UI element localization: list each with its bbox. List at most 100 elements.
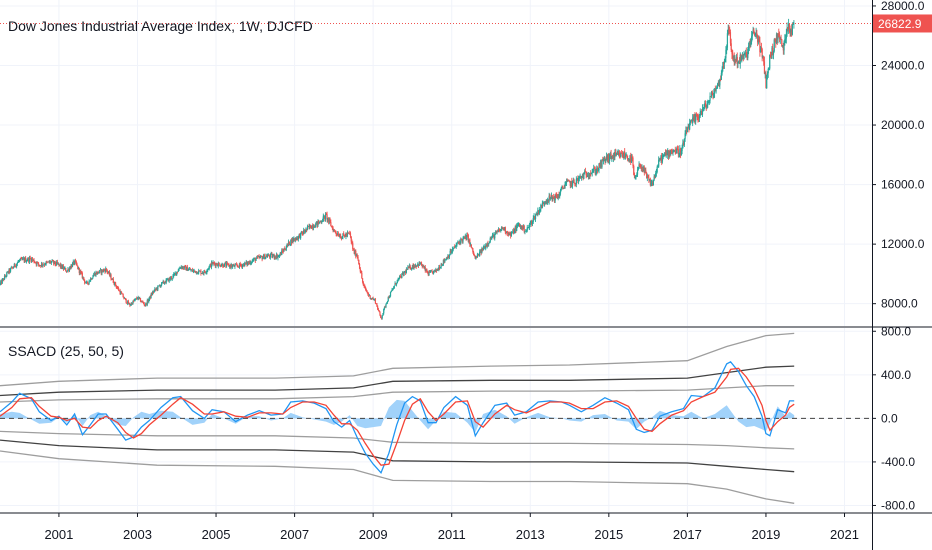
candle-body (318, 221, 321, 224)
candle-body (432, 271, 434, 274)
candle-body (216, 263, 218, 266)
candle-body (738, 60, 740, 63)
candle-body (491, 234, 494, 238)
candle-body (298, 234, 300, 236)
candle-body (502, 227, 504, 230)
candle-body (519, 223, 521, 227)
candle-body (677, 149, 679, 155)
candle-body (474, 255, 476, 259)
candle-body (7, 271, 9, 273)
candle-body (576, 178, 578, 180)
candle-body (290, 239, 293, 244)
candle-body (223, 263, 225, 267)
candle-body (448, 254, 451, 258)
candle-body (297, 235, 299, 240)
candle-body (608, 154, 610, 162)
candle-body (496, 231, 498, 233)
candle-body (732, 55, 735, 58)
candle-body (467, 235, 469, 242)
candle-body (393, 285, 395, 289)
candle-body (646, 176, 648, 178)
candle-body (563, 187, 565, 189)
candle-body (397, 279, 399, 280)
candle-body (108, 271, 111, 276)
candle-body (655, 172, 658, 174)
candle-body (735, 57, 738, 62)
candle-body (344, 235, 346, 237)
candle-body (784, 38, 787, 40)
candle-body (310, 227, 312, 229)
candle-body (720, 73, 722, 80)
candle-body (460, 238, 462, 244)
candle-body (121, 293, 123, 295)
candle-body (775, 39, 777, 44)
candle-body (386, 301, 389, 303)
candle-body (440, 264, 442, 268)
candle-body (208, 266, 210, 269)
candle-body (276, 254, 278, 259)
candle-body (279, 252, 281, 256)
candle-body (650, 182, 652, 186)
candle-body (702, 107, 704, 109)
candle-body (751, 33, 753, 37)
candle-body (378, 310, 380, 312)
candle-body (676, 147, 678, 154)
candle-body (688, 127, 690, 130)
candle-body (741, 54, 744, 57)
candle-body (408, 265, 411, 268)
candle-body (198, 270, 200, 274)
candle-body (275, 254, 278, 259)
candle-body (52, 260, 54, 262)
candle-body (69, 267, 71, 269)
candle-body (271, 253, 273, 258)
candle-body (265, 255, 267, 258)
candle-body (636, 174, 638, 177)
candle-body (297, 237, 299, 240)
candle-body (136, 298, 138, 299)
candle-body (405, 271, 407, 273)
candle-body (707, 102, 709, 106)
candle-body (73, 261, 75, 264)
candle-body (376, 303, 378, 307)
candle-body (195, 271, 197, 273)
candle-body (167, 278, 170, 282)
candle-body (636, 169, 639, 175)
candle-body (81, 273, 83, 279)
ssacd-band-2 (0, 385, 795, 403)
x-tick-label: 2005 (202, 527, 231, 542)
candle-body (222, 266, 225, 268)
candle-body (149, 296, 151, 299)
candle-body (423, 267, 426, 268)
candle-body (483, 246, 485, 248)
candle-body (150, 293, 152, 299)
candle-body (162, 281, 164, 283)
candle-body (42, 264, 44, 266)
candle-body (568, 181, 571, 182)
candle-body (68, 267, 71, 271)
candle-body (689, 120, 692, 123)
candle-body (204, 272, 207, 274)
candle-body (384, 306, 386, 308)
candle-body (422, 266, 424, 268)
candle-body (624, 156, 627, 158)
candle-body (363, 285, 365, 287)
candle-body (178, 268, 180, 271)
candle-body (738, 60, 741, 64)
candle-body (155, 288, 157, 290)
candle-body (528, 227, 530, 228)
candle-body (769, 55, 771, 69)
candle-body (179, 268, 181, 269)
candle-body (587, 175, 590, 177)
candle-body (255, 258, 257, 261)
candle-body (732, 53, 734, 58)
candle-body (512, 230, 514, 232)
candle-body (82, 277, 84, 279)
candle-body (555, 194, 557, 196)
candle-body (185, 266, 188, 271)
candles (0, 18, 795, 320)
y-tick-label-main: 16000.0 (881, 178, 925, 192)
candle-body (426, 272, 429, 274)
candle-body (165, 279, 167, 284)
candle-body (544, 201, 546, 204)
candle-body (503, 227, 506, 231)
